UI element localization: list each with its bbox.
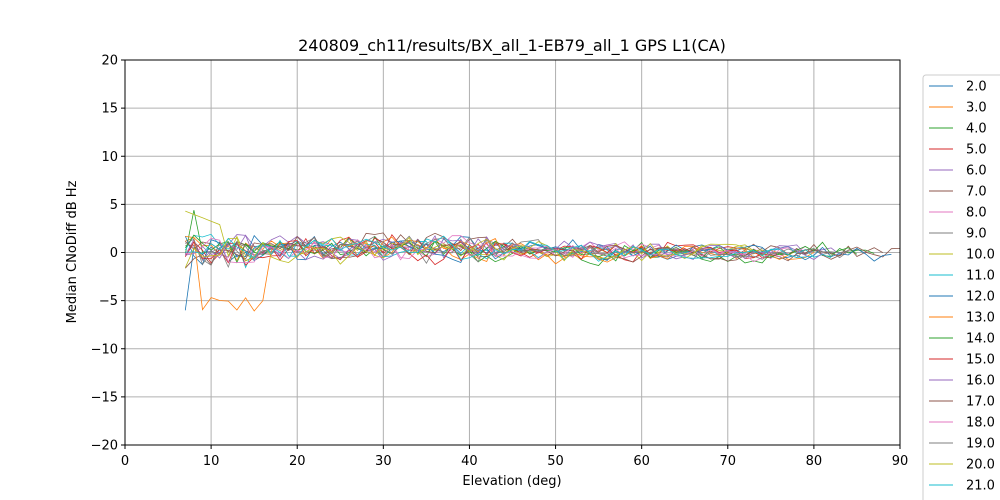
series-line-15.0 (184, 237, 763, 266)
y-tick-label: −20 (91, 439, 118, 454)
y-tick-label: 5 (110, 198, 118, 213)
legend-label-14.0: 14.0 (966, 332, 995, 347)
legend-label-12.0: 12.0 (966, 290, 995, 305)
x-tick-label: 40 (461, 454, 478, 469)
legend-label-16.0: 16.0 (966, 374, 995, 389)
y-axis-label: Median CNoDiff dB Hz (65, 180, 80, 323)
y-tick-label: −5 (99, 294, 118, 309)
series-line-21.0 (185, 235, 814, 262)
y-tick-label: 10 (101, 150, 118, 165)
legend-box (922, 74, 1000, 500)
legend-label-10.0: 10.0 (966, 248, 995, 263)
legend-label-20.0: 20.0 (966, 458, 995, 473)
x-tick-label: 80 (806, 454, 823, 469)
x-tick-label: 50 (547, 454, 564, 469)
x-tick-label: 70 (720, 454, 737, 469)
legend-label-6.0: 6.0 (966, 164, 987, 179)
x-tick-label: 20 (289, 454, 306, 469)
y-tick-label: 0 (110, 246, 118, 261)
legend-label-11.0: 11.0 (966, 269, 995, 284)
legend-label-18.0: 18.0 (966, 416, 995, 431)
x-tick-label: 30 (375, 454, 392, 469)
legend-label-4.0: 4.0 (966, 122, 987, 137)
series-line-13.0 (185, 236, 797, 312)
x-tick-label: 10 (203, 454, 220, 469)
x-tick-label: 60 (633, 454, 650, 469)
x-tick-label: 0 (121, 454, 129, 469)
legend-label-2.0: 2.0 (966, 80, 987, 95)
legend-label-21.0: 21.0 (966, 479, 995, 494)
series-line-19.0 (185, 235, 849, 269)
legend-label-7.0: 7.0 (966, 185, 987, 200)
axis-ticks: 0 10 20 30 40 50 60 70 80 90 −20 −15 −10 −5 0 5 10 15 20 (91, 54, 909, 470)
legend-label-19.0: 19.0 (966, 437, 995, 452)
series-lines (184, 210, 901, 312)
legend-label-5.0: 5.0 (966, 143, 987, 158)
legend-label-17.0: 17.0 (966, 395, 995, 410)
series-line-20.0 (184, 236, 754, 268)
series-line-9.0 (185, 235, 866, 266)
legend-label-13.0: 13.0 (966, 311, 995, 326)
y-tick-label: 20 (101, 54, 118, 69)
y-tick-label: 15 (101, 102, 118, 117)
x-axis-label: Elevation (deg) (462, 474, 561, 489)
legend: 2.0 3.0 4.0 5.0 6.0 7.0 8.0 9.0 10.0 11.0 12.0 13.0… (922, 74, 1000, 500)
x-tick-label: 90 (892, 454, 909, 469)
legend-label-8.0: 8.0 (966, 206, 987, 221)
legend-label-15.0: 15.0 (966, 353, 995, 368)
y-tick-label: −10 (91, 342, 118, 357)
legend-label-9.0: 9.0 (966, 227, 987, 242)
series-line-16.0 (185, 234, 823, 261)
series-line-18.0 (185, 235, 789, 264)
chart-title: 240809_ch11/results/BX_all_1-EB79_all_1 … (298, 36, 726, 56)
y-tick-label: −15 (91, 390, 118, 405)
legend-label-3.0: 3.0 (966, 101, 987, 116)
series-line-17.0 (185, 232, 883, 262)
